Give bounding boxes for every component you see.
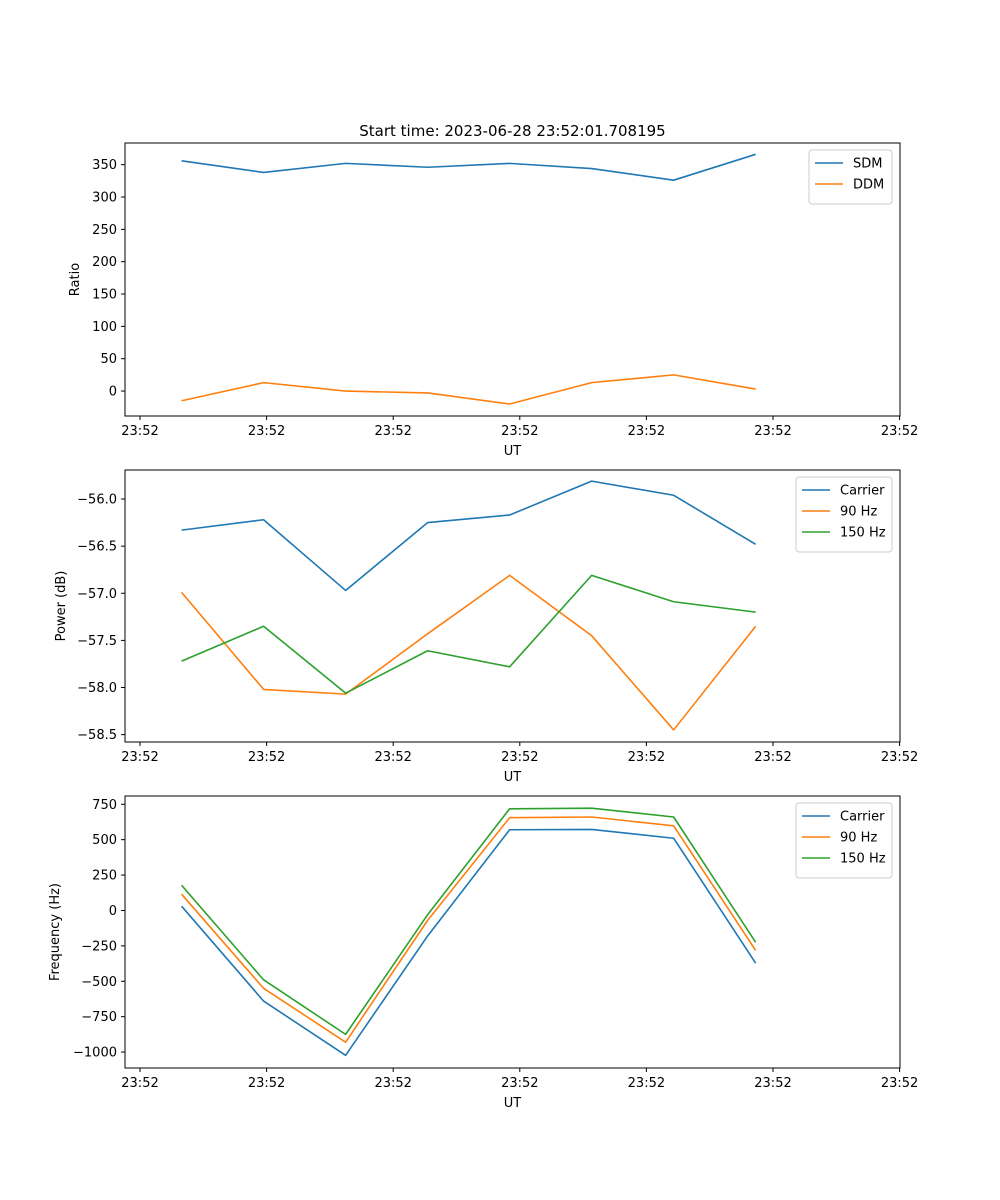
x-tick-label: 23:52: [881, 1076, 918, 1091]
legend-label: Carrier: [840, 810, 885, 825]
x-tick-label: 23:52: [374, 424, 411, 439]
y-tick-label: −250: [81, 939, 117, 954]
legend: Carrier 90 Hz 150 Hz: [795, 802, 893, 879]
y-tick-label: 50: [100, 352, 117, 367]
axes-frame: [124, 469, 901, 743]
figure-title: Start time: 2023-06-28 23:52:01.708195: [359, 122, 665, 140]
y-tick-label: −1000: [73, 1046, 117, 1061]
x-tick-label: 23:52: [754, 1076, 791, 1091]
x-tick-label: 23:52: [881, 750, 918, 765]
legend-label: Carrier: [840, 484, 885, 499]
y-tick-label: −750: [81, 1010, 117, 1025]
x-tick-label: 23:52: [501, 750, 538, 765]
x-tick-label: 23:52: [121, 424, 158, 439]
y-tick-label: 200: [92, 255, 117, 270]
x-tick-label: 23:52: [501, 424, 538, 439]
series-line-carrier: [180, 828, 757, 1057]
x-axis-label: UT: [504, 770, 522, 785]
axes-frame: [124, 795, 901, 1069]
series-line-90-hz: [180, 816, 757, 1043]
y-tick-label: 100: [92, 320, 117, 335]
chart-panel-2: 23:5223:5223:5223:5223:5223:5223:5223:53…: [54, 469, 918, 785]
x-tick-label: 23:52: [248, 1076, 285, 1091]
y-tick-label: 350: [92, 158, 117, 173]
y-tick-label: 250: [92, 223, 117, 238]
legend: SDM DDM: [808, 149, 893, 205]
series-line-sdm: [181, 153, 756, 181]
x-tick-label: 23:52: [628, 424, 665, 439]
x-tick-label: 23:52: [881, 424, 918, 439]
y-tick-label: −500: [81, 975, 117, 990]
series-line-carrier: [181, 480, 757, 592]
x-tick-label: 23:52: [121, 1076, 158, 1091]
legend: Carrier 90 Hz 150 Hz: [795, 476, 893, 553]
series-line-90-hz: [180, 574, 757, 731]
legend-label: 150 Hz: [840, 852, 886, 867]
legend-box: [795, 476, 893, 553]
legend-box: [795, 802, 893, 879]
y-tick-label: 300: [92, 191, 117, 206]
x-tick-label: 23:52: [628, 750, 665, 765]
x-axis-label: UT: [504, 444, 522, 459]
y-tick-label: −58.5: [77, 728, 117, 743]
x-tick-label: 23:52: [754, 424, 791, 439]
series-line-ddm: [181, 374, 756, 405]
y-tick-label: 250: [92, 869, 117, 884]
y-tick-label: 150: [92, 288, 117, 303]
axes-frame: [124, 142, 901, 417]
series-line-150-hz: [181, 574, 756, 694]
y-axis-label: Frequency (Hz): [48, 883, 63, 981]
x-tick-label: 23:52: [374, 1076, 411, 1091]
y-tick-label: 0: [109, 904, 117, 919]
x-tick-label: 23:52: [501, 1076, 538, 1091]
series-line-150-hz: [180, 807, 757, 1036]
y-axis-label: Power (dB): [54, 571, 69, 642]
x-tick-label: 23:52: [248, 750, 285, 765]
y-tick-label: 500: [92, 833, 117, 848]
y-tick-label: 0: [109, 385, 117, 400]
x-tick-label: 23:52: [121, 750, 158, 765]
y-tick-label: −56.0: [77, 493, 117, 508]
y-tick-label: −57.5: [77, 634, 117, 649]
legend-label: 90 Hz: [840, 831, 877, 846]
x-tick-label: 23:52: [248, 424, 285, 439]
y-tick-label: −57.0: [77, 587, 117, 602]
y-tick-label: −56.5: [77, 540, 117, 555]
chart-panel-1: 23:5223:5223:5223:5223:5223:5223:5223:53…: [68, 142, 918, 459]
legend-label: 90 Hz: [840, 505, 877, 520]
legend-label: 150 Hz: [840, 526, 886, 541]
x-axis-label: UT: [504, 1096, 522, 1111]
x-tick-label: 23:52: [374, 750, 411, 765]
legend-label: SDM: [853, 157, 882, 172]
y-tick-label: −58.0: [77, 681, 117, 696]
chart-panel-3: 23:5223:5223:5223:5223:5223:5223:5223:53…: [48, 795, 918, 1111]
y-axis-label: Ratio: [68, 263, 83, 296]
x-tick-label: 23:52: [628, 1076, 665, 1091]
legend-label: DDM: [853, 178, 884, 193]
x-tick-label: 23:52: [754, 750, 791, 765]
y-tick-label: 750: [92, 798, 117, 813]
